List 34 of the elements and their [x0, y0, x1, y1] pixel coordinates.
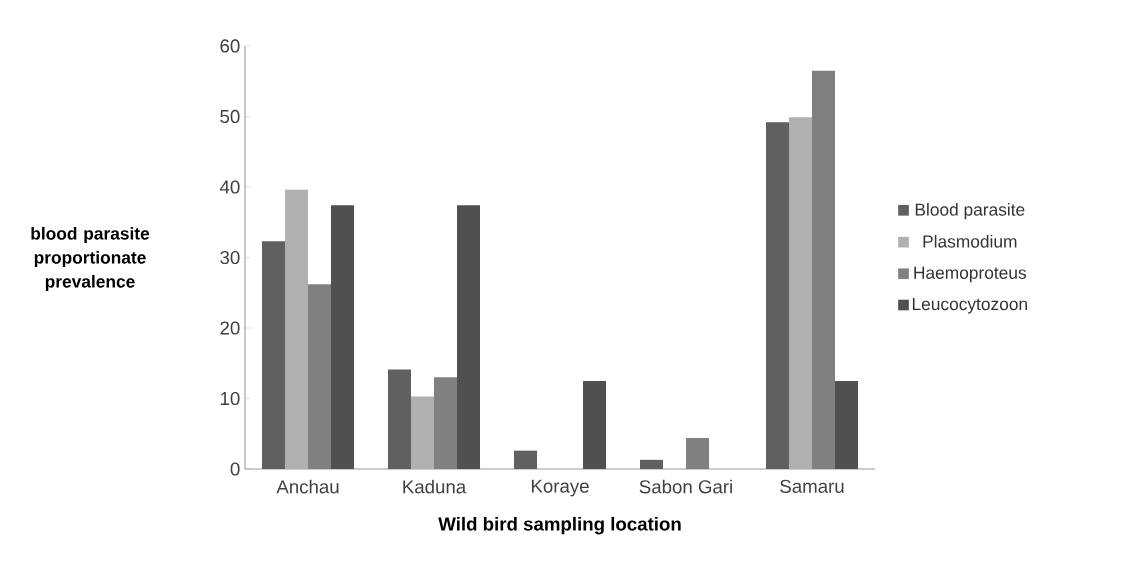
bar: [640, 459, 664, 469]
bar: [434, 377, 458, 469]
bar: [308, 284, 332, 469]
legend-label: Plasmodium: [923, 234, 1017, 248]
y-tick-label: 0: [230, 462, 240, 476]
bar: [686, 437, 710, 469]
x-tick-label: Kaduna: [403, 479, 467, 494]
bar: [789, 117, 812, 469]
bar: [583, 380, 607, 469]
bar: [285, 189, 308, 469]
bar: [835, 380, 858, 469]
bar: [766, 122, 790, 469]
x-axis-title: Wild bird sampling location: [438, 516, 681, 535]
x-tick-label: Samaru: [780, 479, 844, 493]
legend-label: Leucocytozoon: [912, 298, 1027, 314]
y-tick-label: 60: [220, 39, 240, 53]
x-tick-label: Koraye: [531, 479, 589, 497]
bar: [388, 369, 411, 469]
x-tick-label: Anchau: [276, 479, 339, 494]
bar: [411, 396, 434, 469]
x-tick-label: Sabon Gari: [639, 479, 732, 494]
legend-label: Blood parasite: [915, 203, 1025, 220]
y-tick-label: 40: [219, 180, 240, 194]
bar: [514, 450, 537, 469]
y-tick-label: 50: [220, 109, 240, 124]
legend-label: Haemoproteus: [914, 266, 1027, 283]
bar: [812, 70, 836, 469]
bar: [457, 205, 480, 469]
y-axis-title: blood parasite proportionate prevalence: [31, 226, 150, 292]
y-tick-label: 10: [220, 391, 240, 406]
y-tick-label: 30: [220, 250, 240, 265]
bar: [262, 241, 286, 469]
bar: [331, 205, 354, 469]
y-tick-label: 20: [220, 321, 240, 335]
